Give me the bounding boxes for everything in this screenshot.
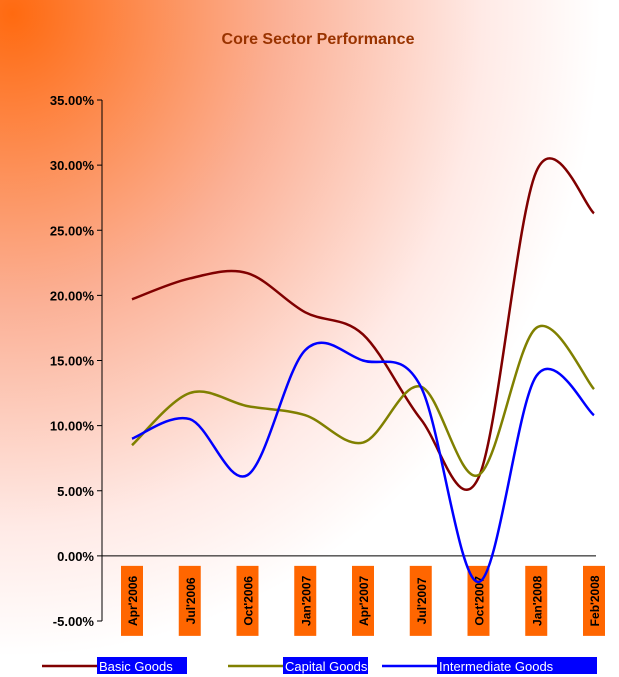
- legend-label: Basic Goods: [99, 659, 173, 674]
- x-tick-label: Jul'2006: [184, 577, 198, 624]
- legend-label: Capital Goods: [285, 659, 368, 674]
- x-tick-label: Jan'2007: [299, 575, 313, 626]
- y-tick-label: 10.00%: [50, 419, 95, 434]
- y-tick-label: 30.00%: [50, 158, 95, 173]
- x-tick-label-box: [178, 565, 201, 636]
- legend-label-box: [97, 657, 187, 674]
- series-line: [131, 157, 595, 491]
- x-tick-label-box: [236, 565, 259, 636]
- y-tick-label: 20.00%: [50, 288, 95, 303]
- y-tick-label: 25.00%: [50, 223, 95, 238]
- y-tick-label: -5.00%: [53, 614, 95, 629]
- chart-title: Core Sector Performance: [222, 31, 415, 48]
- series-line: [131, 341, 595, 584]
- x-tick-label: Feb'2008: [588, 575, 602, 626]
- y-tick-label: 0.00%: [57, 549, 94, 564]
- x-tick-label-box: [409, 565, 432, 636]
- x-tick-label: Jul'2007: [415, 577, 429, 624]
- x-tick-label: Jan'2008: [530, 575, 544, 626]
- x-tick-label-box: [583, 565, 605, 636]
- series-line: [131, 324, 595, 477]
- x-tick-label-box: [294, 565, 317, 636]
- y-tick-label: 5.00%: [57, 484, 94, 499]
- y-tick-label: 15.00%: [50, 354, 95, 369]
- y-tick-label: 35.00%: [50, 93, 95, 108]
- x-tick-label: Oct'2007: [473, 576, 487, 626]
- legend-label-box: [283, 657, 368, 674]
- x-tick-label-box: [525, 565, 548, 636]
- legend-label-box: [437, 657, 597, 674]
- x-tick-label: Apr'2007: [357, 575, 371, 626]
- x-tick-label: Oct'2006: [242, 576, 256, 626]
- x-tick-label-box: [121, 565, 143, 636]
- x-tick-label: Apr'2006: [126, 575, 140, 626]
- x-tick-label-box: [352, 565, 374, 636]
- x-tick-label-box: [467, 565, 490, 636]
- legend-label: Intermediate Goods: [439, 659, 554, 674]
